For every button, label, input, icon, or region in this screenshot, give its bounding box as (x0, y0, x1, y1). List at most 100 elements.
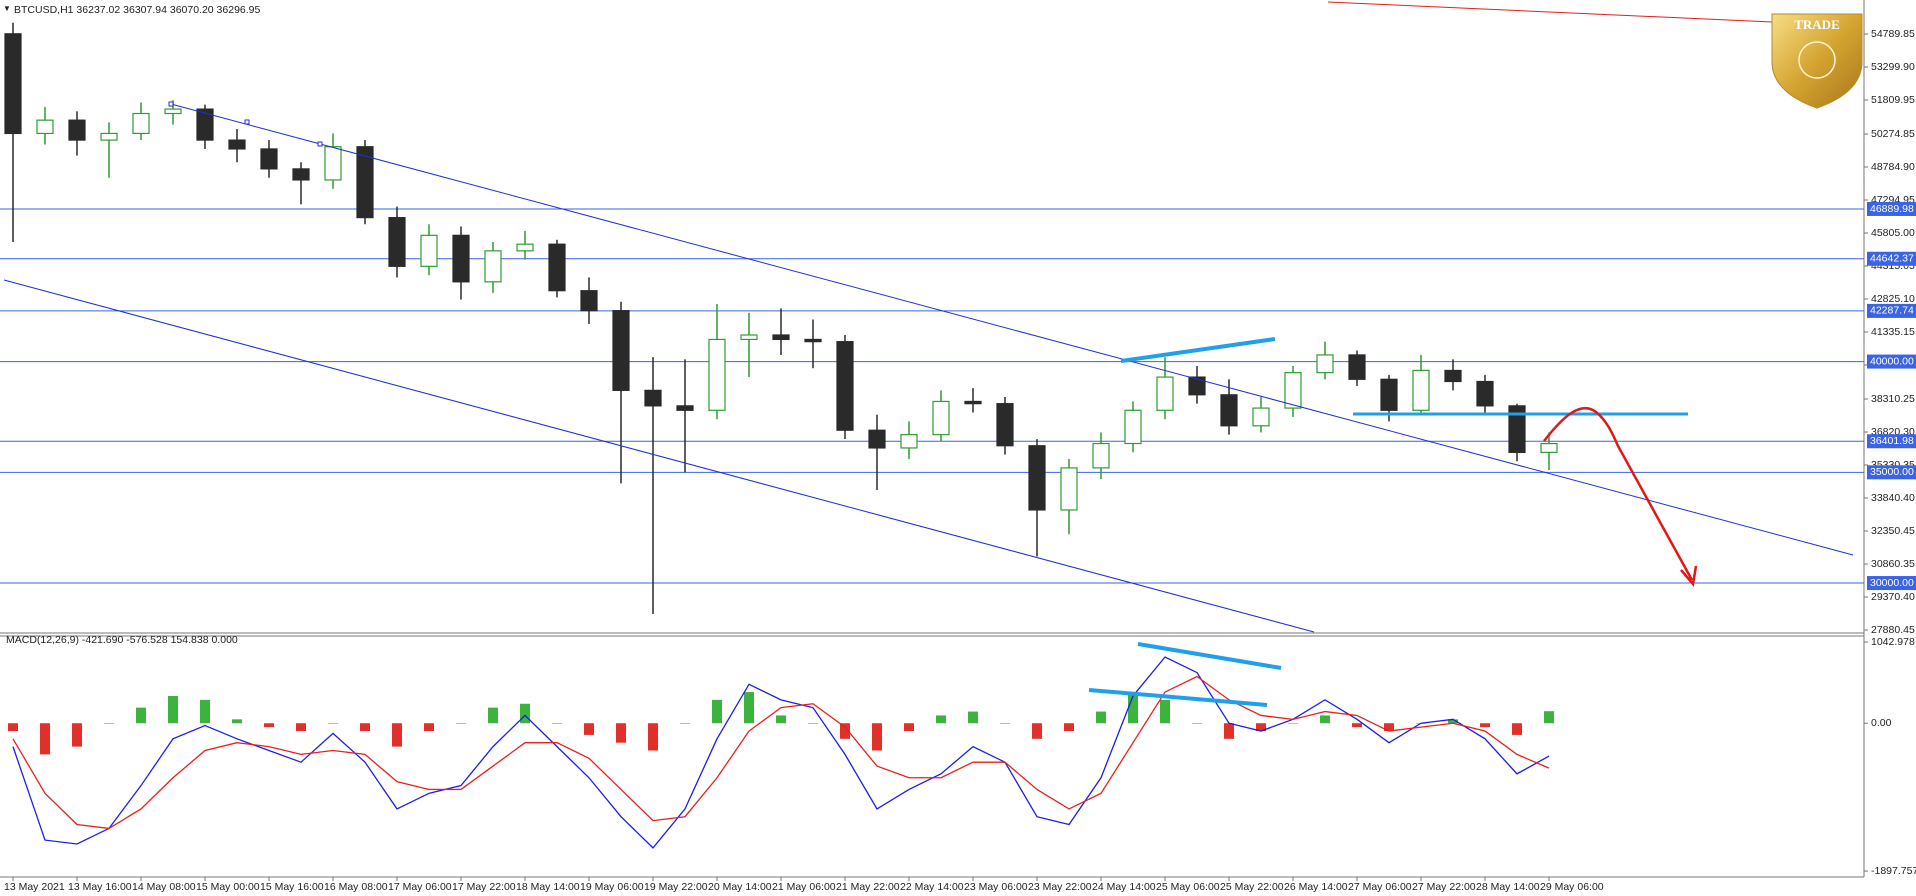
x-tick-label: 28 May 14:00 (1476, 881, 1540, 893)
histogram-bar (1544, 711, 1554, 724)
level-label: 30000.00 (1870, 577, 1914, 589)
histogram-bar (1096, 711, 1106, 724)
candle-body (1284, 372, 1302, 409)
candle-body (1476, 380, 1494, 407)
histogram-bar (360, 723, 370, 732)
candle-body (708, 338, 726, 411)
anchor-point[interactable] (168, 101, 174, 107)
x-tick-label: 17 May 06:00 (388, 881, 452, 893)
x-tick-label: 16 May 08:00 (324, 881, 388, 893)
candle-body (1540, 442, 1558, 453)
histogram-bar (776, 715, 786, 724)
histogram-bar (1512, 723, 1522, 735)
histogram-bar (1032, 723, 1042, 739)
x-tick-label: 29 May 06:00 (1540, 881, 1604, 893)
candle-body (1060, 467, 1078, 511)
y-tick-label: 29370.40 (1871, 591, 1915, 603)
histogram-bar (552, 723, 562, 724)
x-tick-label: 15 May 16:00 (260, 881, 324, 893)
candle-body (868, 429, 886, 449)
logo: TRADE (1771, 13, 1863, 109)
x-tick-label: 22 May 14:00 (900, 881, 964, 893)
y-tick-label: 51809.95 (1871, 94, 1915, 106)
candle-body (580, 290, 598, 312)
candle-body (484, 250, 502, 283)
x-tick-label: 14 May 08:00 (132, 881, 196, 893)
level-label: 36401.98 (1870, 435, 1914, 447)
histogram-bar (872, 723, 882, 751)
candle-body (1028, 445, 1046, 511)
y-tick-label: 42825.10 (1871, 293, 1915, 305)
candle-body (4, 33, 22, 135)
x-tick-label: 23 May 06:00 (964, 881, 1028, 893)
channel-lower (3, 279, 1315, 633)
macd-divergence-line (1088, 688, 1268, 707)
arrow-head (1680, 565, 1698, 587)
y-tick-label: 38310.25 (1871, 393, 1915, 405)
candle-body (196, 108, 214, 141)
histogram-bar (1192, 723, 1202, 724)
level-label: 46889.98 (1870, 203, 1914, 215)
y-tick-label: 54789.85 (1871, 28, 1915, 40)
candle-body (292, 168, 310, 181)
level-label-box (1867, 201, 1916, 216)
y-tick-label: 48784.90 (1871, 161, 1915, 173)
histogram-bar (808, 723, 818, 724)
level-label: 35000.00 (1870, 466, 1914, 478)
x-tick-label: 25 May 22:00 (1220, 881, 1284, 893)
candle-body (772, 334, 790, 341)
macd-header: MACD(12,26,9) -421.690 -576.528 154.838 … (6, 634, 238, 646)
candle-body (836, 341, 854, 431)
histogram-bar (1064, 723, 1074, 732)
histogram-bar (1128, 692, 1138, 724)
chart-header: BTCUSD,H1 36237.02 36307.94 36070.20 362… (14, 4, 261, 16)
red-trendline (1327, 1, 1773, 23)
y-tick-label: 33840.40 (1871, 492, 1915, 504)
anchor-point[interactable] (317, 141, 323, 147)
histogram-bar (1384, 723, 1394, 732)
histogram-bar (488, 707, 498, 724)
histogram-bar (72, 723, 82, 747)
logo-text: TRADE (1794, 17, 1840, 32)
histogram-bar (648, 723, 658, 751)
candle-body (100, 132, 118, 141)
candle-body (804, 338, 822, 343)
channel-upper (170, 103, 1854, 556)
candle-body (1252, 407, 1270, 427)
x-tick-label: 27 May 06:00 (1348, 881, 1412, 893)
candle-body (1220, 394, 1238, 427)
candle-body (1316, 354, 1334, 374)
candle-body (964, 400, 982, 405)
level-label-box (1867, 576, 1916, 591)
candle-body (740, 334, 758, 341)
anchor-point[interactable] (244, 119, 250, 125)
x-tick-label: 21 May 06:00 (772, 881, 836, 893)
histogram-bar (616, 723, 626, 743)
symbol-arrow[interactable]: ▼ (3, 4, 11, 13)
histogram-bar (520, 703, 530, 724)
x-tick-label: 13 May 2021 (4, 881, 65, 893)
level-label: 42287.74 (1870, 305, 1914, 317)
histogram-bar (1224, 723, 1234, 739)
x-tick-label: 18 May 14:00 (516, 881, 580, 893)
histogram-bar (136, 707, 146, 724)
macd-divergence-line (1137, 642, 1282, 670)
x-tick-label: 15 May 00:00 (196, 881, 260, 893)
candle-body (1124, 409, 1142, 445)
candle-body (164, 108, 182, 115)
logo-emblem (1798, 41, 1836, 79)
histogram-bar (1352, 723, 1362, 728)
divergence-line (1120, 337, 1276, 363)
histogram-bar (1256, 723, 1266, 732)
y-tick-label: 53299.90 (1871, 61, 1915, 73)
histogram-bar (1000, 723, 1010, 724)
histogram-bar (232, 719, 242, 724)
histogram-bar (1320, 715, 1330, 724)
level-label-box (1867, 354, 1916, 369)
histogram-bar (584, 723, 594, 735)
candle-body (1092, 442, 1110, 469)
histogram-bar (968, 711, 978, 724)
candle-body (1188, 376, 1206, 396)
y-tick-label: 30860.35 (1871, 558, 1915, 570)
